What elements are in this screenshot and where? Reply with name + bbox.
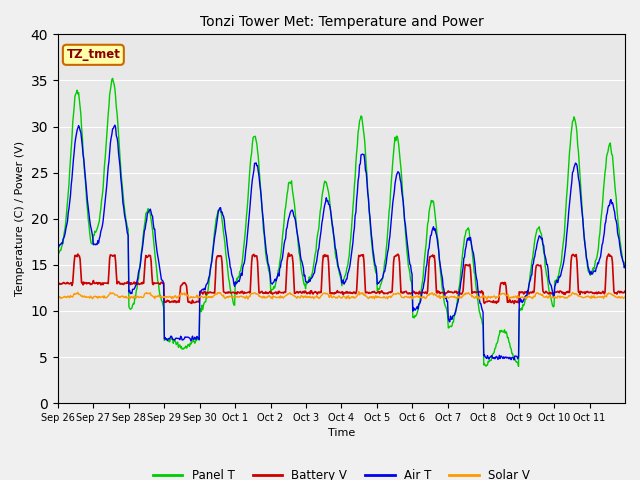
Solar V	[483, 297, 491, 302]
Air T	[275, 273, 283, 279]
Battery V	[285, 250, 292, 256]
Legend: Panel T, Battery V, Air T, Solar V: Panel T, Battery V, Air T, Solar V	[148, 465, 534, 480]
Battery V	[253, 253, 260, 259]
Battery V	[54, 281, 61, 287]
Line: Panel T: Panel T	[58, 78, 625, 366]
Air T	[111, 122, 118, 128]
Air T	[621, 263, 629, 269]
Line: Air T: Air T	[58, 125, 625, 360]
Panel T	[433, 225, 440, 231]
Panel T	[621, 264, 629, 270]
Solar V	[355, 288, 363, 294]
Panel T	[253, 148, 261, 154]
Air T	[253, 163, 261, 168]
Battery V	[120, 280, 128, 286]
Battery V	[510, 300, 518, 306]
Battery V	[275, 290, 282, 296]
Panel T	[109, 75, 116, 81]
Solar V	[275, 295, 282, 300]
Air T	[54, 244, 61, 250]
Solar V	[401, 294, 408, 300]
Solar V	[433, 292, 440, 298]
Panel T	[122, 211, 129, 216]
Panel T	[54, 249, 61, 254]
Solar V	[54, 295, 61, 300]
Battery V	[621, 288, 629, 294]
Battery V	[225, 289, 232, 295]
Title: Tonzi Tower Met: Temperature and Power: Tonzi Tower Met: Temperature and Power	[200, 15, 483, 29]
Y-axis label: Temperature (C) / Power (V): Temperature (C) / Power (V)	[15, 141, 25, 296]
Air T	[122, 216, 129, 221]
Battery V	[401, 289, 408, 295]
Solar V	[253, 291, 260, 297]
Solar V	[120, 294, 128, 300]
Panel T	[401, 220, 408, 226]
Solar V	[225, 294, 232, 300]
X-axis label: Time: Time	[328, 429, 355, 438]
Air T	[401, 218, 408, 224]
Air T	[433, 232, 440, 238]
Solar V	[621, 294, 629, 300]
Air T	[510, 357, 518, 363]
Line: Solar V: Solar V	[58, 291, 625, 300]
Text: TZ_tmet: TZ_tmet	[67, 48, 120, 61]
Panel T	[275, 266, 283, 272]
Battery V	[433, 289, 440, 295]
Panel T	[225, 279, 233, 285]
Air T	[225, 257, 233, 263]
Panel T	[515, 363, 522, 369]
Line: Battery V: Battery V	[58, 253, 625, 303]
